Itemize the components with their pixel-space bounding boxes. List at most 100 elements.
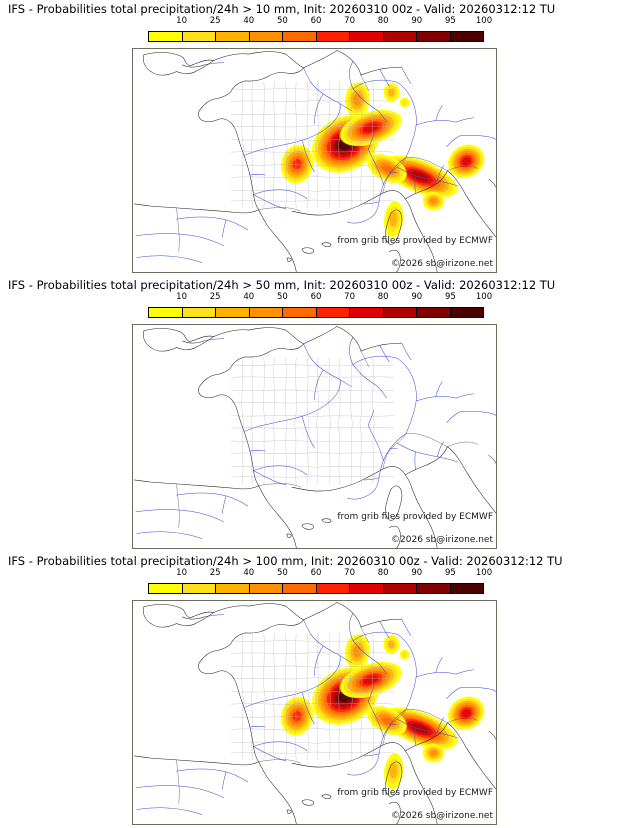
map-frame[interactable]: from grib files provided by ECMWF ©2026 … — [132, 48, 497, 273]
colorbar-tick-60: 60 — [310, 16, 322, 26]
colorbar-tick-95: 95 — [444, 292, 456, 302]
national-borders — [176, 74, 478, 252]
colorbar-tick-80: 80 — [377, 16, 389, 26]
coastlines — [134, 50, 496, 272]
colorbar-segment-100 — [450, 32, 483, 41]
colorbar-tick-50: 50 — [276, 16, 288, 26]
colorbar-tick-50: 50 — [276, 568, 288, 578]
colorbar-tick-40: 40 — [243, 568, 255, 578]
colorbar-tick-10: 10 — [176, 16, 188, 26]
attribution-copyright: ©2026 sb@irizone.net — [391, 535, 493, 545]
colorbar-tick-80: 80 — [377, 568, 389, 578]
colorbar-tick-100: 100 — [475, 568, 493, 578]
colorbar-segment-50 — [249, 308, 283, 317]
colorbar-gradient — [148, 31, 484, 42]
colorbar-ticks: 10 25 40 50 60 70 80 90 95 100 — [148, 292, 492, 306]
map-frame[interactable]: from grib files provided by ECMWF ©2026 … — [132, 600, 497, 825]
colorbar: 10 25 40 50 60 70 80 90 95 100 — [148, 292, 492, 320]
colorbar-tick-70: 70 — [344, 568, 356, 578]
colorbar-segment-60 — [283, 308, 317, 317]
colorbar-segment-10 — [149, 584, 183, 593]
colorbar-segment-100 — [450, 308, 483, 317]
colorbar-ticks: 10 25 40 50 60 70 80 90 95 100 — [148, 16, 492, 30]
colorbar-tick-60: 60 — [310, 292, 322, 302]
department-borders — [230, 81, 395, 209]
panel-50mm: IFS - Probabilities total precipitation/… — [0, 276, 630, 552]
colorbar-tick-95: 95 — [444, 16, 456, 26]
colorbar-tick-95: 95 — [444, 568, 456, 578]
colorbar-segment-40 — [216, 32, 250, 41]
panel-10mm: IFS - Probabilities total precipitation/… — [0, 0, 630, 276]
colorbar-tick-40: 40 — [243, 16, 255, 26]
precipitation-field — [280, 634, 485, 790]
colorbar-gradient — [148, 307, 484, 318]
panel-title: IFS - Probabilities total precipitation/… — [8, 278, 556, 292]
precipitation-probability-map — [133, 601, 496, 824]
department-borders — [230, 633, 395, 761]
colorbar-tick-25: 25 — [209, 568, 221, 578]
colorbar-segment-40 — [216, 308, 250, 317]
colorbar-segment-70 — [316, 584, 350, 593]
colorbar-segment-25 — [182, 308, 216, 317]
precipitation-probability-map — [133, 49, 496, 272]
colorbar-segment-80 — [350, 584, 384, 593]
attribution-copyright: ©2026 sb@irizone.net — [391, 811, 493, 821]
colorbar-ticks: 10 25 40 50 60 70 80 90 95 100 — [148, 568, 492, 582]
colorbar-tick-50: 50 — [276, 292, 288, 302]
national-borders — [176, 350, 478, 528]
colorbar-segment-60 — [283, 584, 317, 593]
colorbar-tick-40: 40 — [243, 292, 255, 302]
colorbar-segment-80 — [350, 32, 384, 41]
colorbar-segment-10 — [149, 308, 183, 317]
colorbar: 10 25 40 50 60 70 80 90 95 100 — [148, 568, 492, 596]
colorbar-tick-60: 60 — [310, 568, 322, 578]
colorbar-gradient — [148, 583, 484, 594]
colorbar-segment-60 — [283, 32, 317, 41]
colorbar-tick-25: 25 — [209, 292, 221, 302]
colorbar-tick-10: 10 — [176, 292, 188, 302]
panel-title: IFS - Probabilities total precipitation/… — [8, 554, 563, 568]
colorbar-tick-90: 90 — [411, 568, 423, 578]
colorbar-tick-70: 70 — [344, 16, 356, 26]
coastlines — [134, 326, 496, 548]
colorbar-segment-50 — [249, 32, 283, 41]
colorbar-tick-10: 10 — [176, 568, 188, 578]
coastlines — [134, 602, 496, 824]
attribution-source: from grib files provided by ECMWF — [337, 236, 493, 246]
colorbar-tick-90: 90 — [411, 16, 423, 26]
colorbar-segment-70 — [316, 32, 350, 41]
attribution-copyright: ©2026 sb@irizone.net — [391, 259, 493, 269]
colorbar-tick-25: 25 — [209, 16, 221, 26]
attribution-source: from grib files provided by ECMWF — [337, 788, 493, 798]
base-map — [133, 325, 496, 548]
colorbar-segment-95 — [417, 584, 451, 593]
colorbar-segment-90 — [383, 32, 417, 41]
colorbar-tick-100: 100 — [475, 292, 493, 302]
colorbar-segment-25 — [182, 584, 216, 593]
colorbar-segment-70 — [316, 308, 350, 317]
rivers — [135, 61, 496, 263]
attribution-source: from grib files provided by ECMWF — [337, 512, 493, 522]
colorbar-segment-10 — [149, 32, 183, 41]
panel-title: IFS - Probabilities total precipitation/… — [8, 2, 556, 16]
national-borders — [176, 626, 478, 804]
rivers — [135, 337, 496, 539]
colorbar-segment-25 — [182, 32, 216, 41]
colorbar-tick-90: 90 — [411, 292, 423, 302]
map-frame[interactable]: from grib files provided by ECMWF ©2026 … — [132, 324, 497, 549]
panel-100mm: IFS - Probabilities total precipitation/… — [0, 552, 630, 828]
colorbar-segment-90 — [383, 584, 417, 593]
colorbar-segment-50 — [249, 584, 283, 593]
colorbar-tick-80: 80 — [377, 292, 389, 302]
colorbar-segment-100 — [450, 584, 483, 593]
colorbar-tick-70: 70 — [344, 292, 356, 302]
rivers — [135, 613, 496, 815]
colorbar: 10 25 40 50 60 70 80 90 95 100 — [148, 16, 492, 44]
colorbar-segment-40 — [216, 584, 250, 593]
colorbar-segment-95 — [417, 32, 451, 41]
colorbar-segment-80 — [350, 308, 384, 317]
colorbar-segment-95 — [417, 308, 451, 317]
colorbar-tick-100: 100 — [475, 16, 493, 26]
colorbar-segment-90 — [383, 308, 417, 317]
